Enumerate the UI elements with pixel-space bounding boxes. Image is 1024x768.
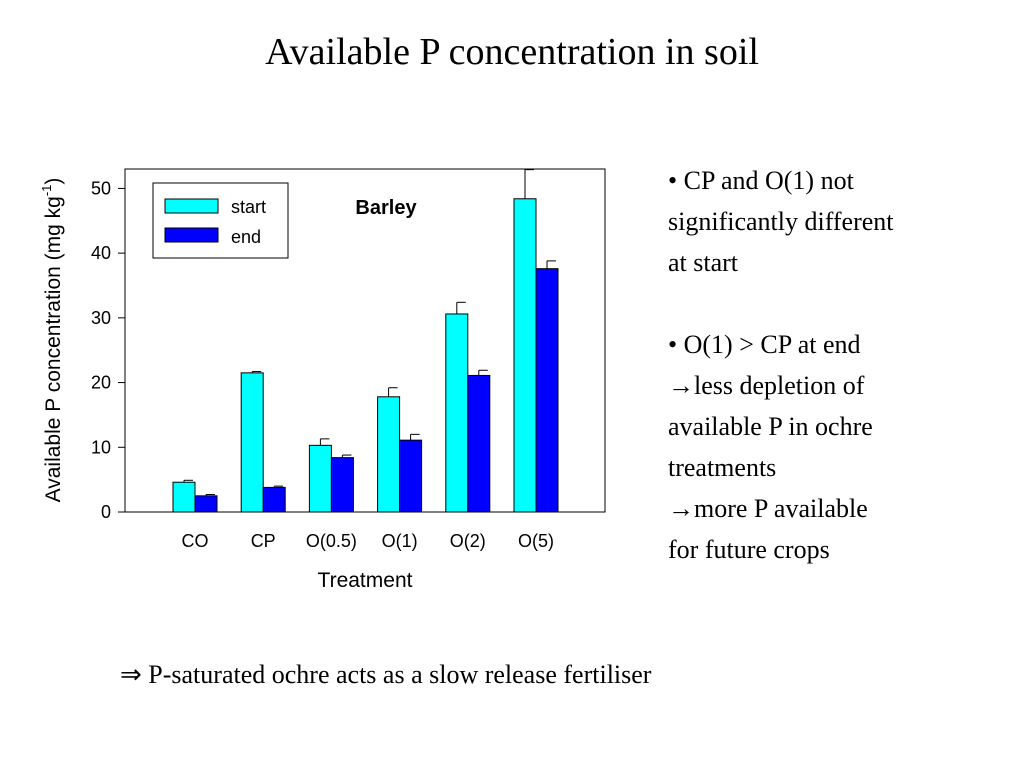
x-tick-label-CO: CO [182, 531, 209, 551]
bullet-2-line-3: available P in ochre [668, 412, 873, 441]
bullet-1-line-3: at start [668, 248, 739, 277]
y-axis: 0 10 20 30 40 50 [91, 178, 125, 522]
x-tick-label-O(0.5): O(0.5) [306, 531, 357, 551]
y-tick-label-50: 50 [91, 178, 111, 198]
bar-start-CP [240, 372, 264, 513]
bullet-1-line-1: • CP and O(1) not [668, 166, 854, 195]
legend-box [152, 182, 289, 259]
bar-start-CO [172, 481, 196, 513]
y-axis-label: Available P concentration (mg kg-1) [39, 178, 65, 503]
x-tick-label-O(5): O(5) [518, 531, 554, 551]
plot-frame [124, 168, 606, 513]
bar-end-CO [194, 495, 218, 513]
bar-end-O(1) [399, 439, 423, 513]
bullet-1-line-2: significantly different [668, 207, 894, 236]
bullet-notes: • CP and O(1) not significantly differen… [668, 160, 1008, 570]
x-tick-label-O(2): O(2) [450, 531, 486, 551]
bar-start-O(0.5) [308, 444, 332, 513]
bullet-2-line-1: • O(1) > CP at end [668, 330, 861, 359]
y-tick-label-30: 30 [91, 308, 111, 328]
bar-end-O(5) [535, 268, 559, 513]
slide-title: Available P concentration in soil [265, 31, 759, 73]
legend-swatch-end [164, 227, 219, 243]
x-tick-label-O(1): O(1) [382, 531, 418, 551]
y-tick-label-10: 10 [91, 437, 111, 457]
chart-annotation-barley: Barley [355, 197, 417, 219]
bullet-2-line-5: →more P available [668, 494, 868, 523]
x-tick-label-CP: CP [251, 531, 276, 551]
conclusion-text: ⇒ P-saturated ochre acts as a slow relea… [120, 660, 652, 689]
y-tick-label-0: 0 [101, 502, 111, 522]
bar-end-O(0.5) [330, 457, 354, 513]
legend-label-start: start [231, 197, 266, 217]
legend-label-end: end [231, 227, 261, 247]
bar-start-O(5) [513, 198, 537, 513]
bar-start-O(1) [377, 396, 401, 513]
error-bar-group [183, 169, 556, 496]
bar-end-CP [262, 486, 286, 513]
y-tick-label-20: 20 [91, 373, 111, 393]
bar-end-O(2) [467, 374, 491, 513]
bullet-2-line-2: →less depletion of [668, 371, 865, 400]
legend-swatch-start [164, 198, 219, 214]
bar-start-O(2) [445, 313, 469, 513]
x-axis-label: Treatment [318, 569, 413, 592]
legend: start end [152, 182, 289, 259]
bullet-2-line-4: treatments [668, 453, 777, 482]
x-tick-labels: CO CP O(0.5) O(1) O(2) O(5) [182, 531, 555, 551]
bullet-2-line-6: for future crops [668, 535, 830, 564]
y-tick-label-40: 40 [91, 243, 111, 263]
bar-group [172, 198, 559, 513]
